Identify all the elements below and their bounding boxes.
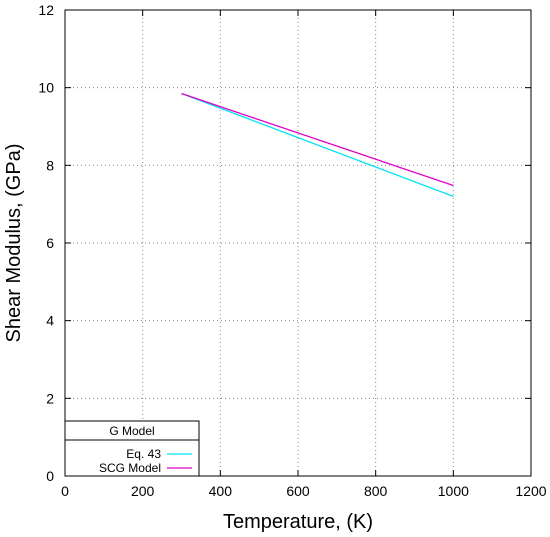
x-tick-label: 1000 [438, 483, 469, 499]
legend-body-box [64, 439, 200, 477]
x-tick-label: 200 [131, 483, 155, 499]
y-tick-label: 12 [38, 2, 54, 18]
series-layer [181, 92, 454, 198]
y-axis-title: Shear Modulus, (GPa) [3, 144, 25, 343]
x-tick-label: 0 [61, 483, 69, 499]
y-tick-label: 8 [46, 157, 54, 173]
x-tick-label: 400 [209, 483, 233, 499]
legend-title: G Model [109, 424, 154, 438]
x-axis-title: Temperature, (K) [223, 511, 373, 533]
tick-labels: 0 200 400 600 800 1000 1200 0 2 4 6 8 10 12 [38, 2, 546, 499]
series-line [181, 92, 454, 198]
grid [65, 10, 531, 476]
y-tick-label: 2 [46, 390, 54, 406]
legend-label: SCG Model [99, 461, 161, 475]
legend-label: Eq. 43 [126, 447, 161, 461]
y-tick-label: 10 [38, 80, 54, 96]
x-tick-label: 800 [364, 483, 388, 499]
x-tick-label: 600 [286, 483, 310, 499]
series-line [181, 92, 454, 187]
y-tick-label: 6 [46, 235, 54, 251]
y-tick-label: 0 [46, 468, 54, 484]
y-tick-label: 4 [46, 313, 54, 329]
x-tick-label: 1200 [515, 483, 546, 499]
